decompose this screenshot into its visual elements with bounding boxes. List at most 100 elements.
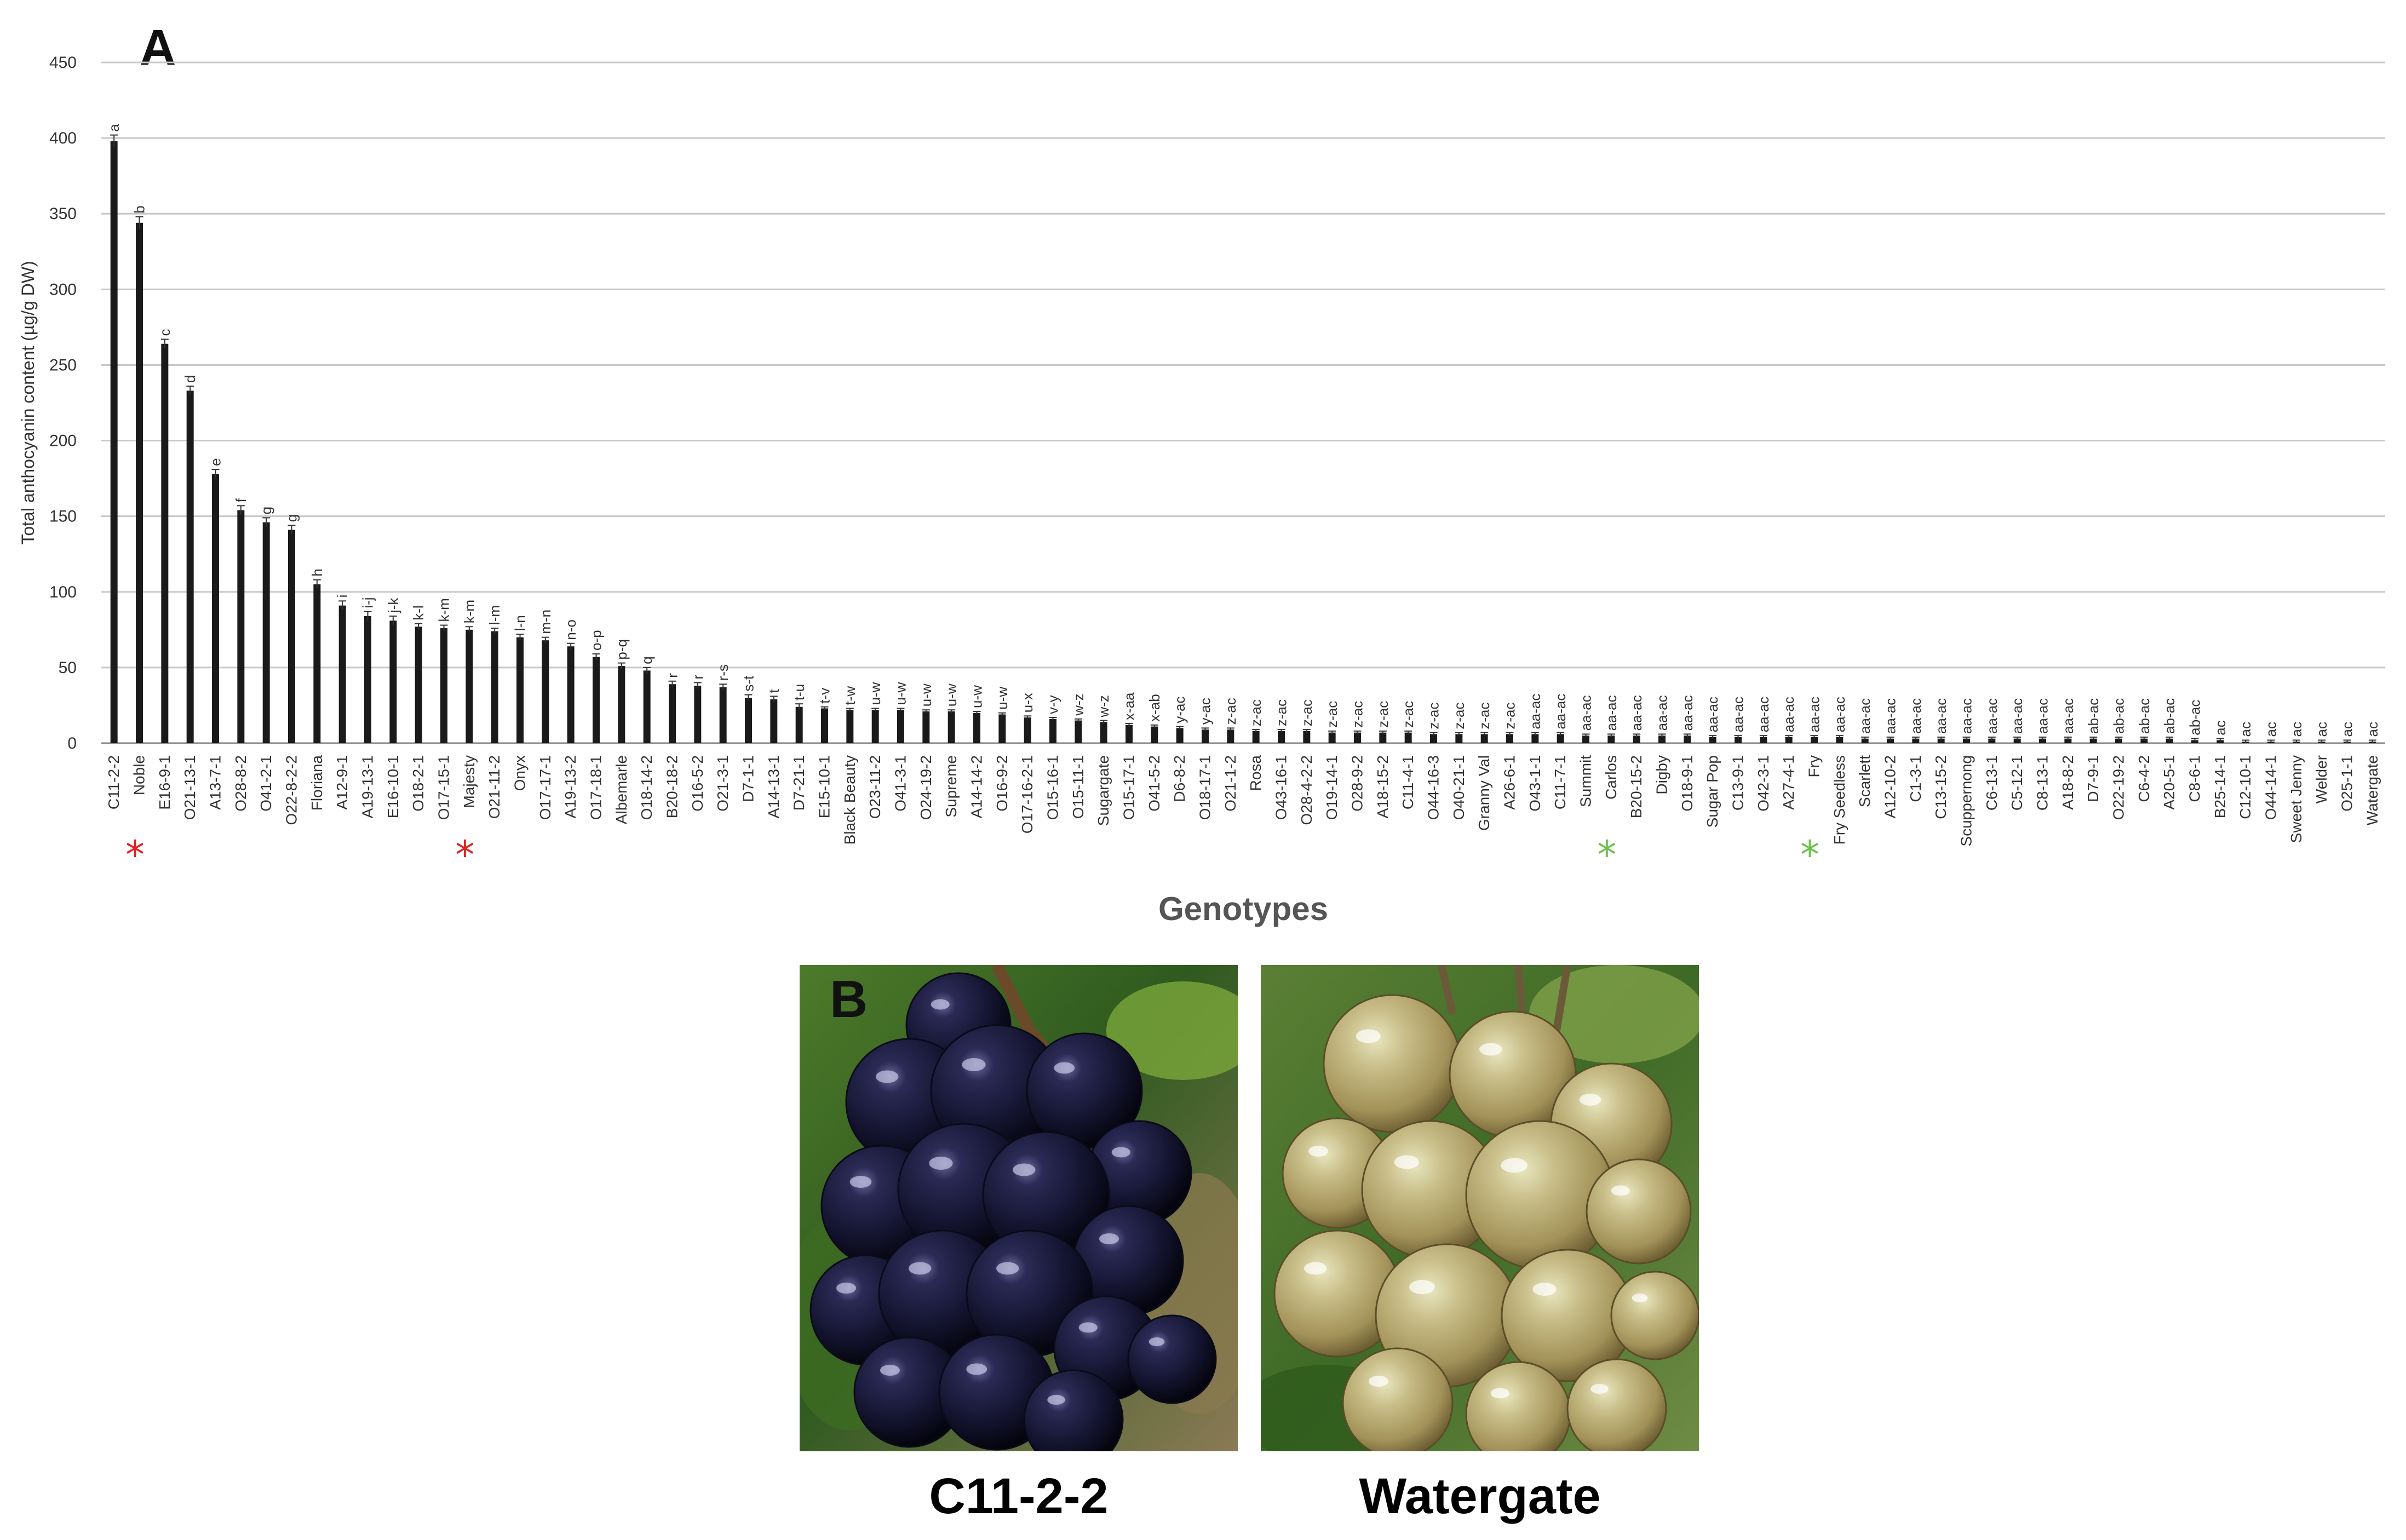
bar bbox=[1480, 734, 1488, 743]
x-category-label: C12-10-1 bbox=[2237, 755, 2254, 819]
significance-letter: u-x bbox=[1019, 693, 1036, 712]
significance-letter: d bbox=[182, 375, 198, 383]
x-category-label: Majesty bbox=[461, 755, 478, 808]
x-category-label: O18-14-2 bbox=[638, 755, 655, 820]
significance-letter: r-s bbox=[715, 664, 731, 681]
bar bbox=[110, 141, 118, 744]
significance-letter: c bbox=[157, 329, 173, 336]
x-category-label: E15-10-1 bbox=[816, 755, 833, 818]
bar bbox=[313, 584, 321, 743]
bar bbox=[1506, 734, 1513, 743]
x-category-label: O28-4-2-2 bbox=[1298, 755, 1315, 825]
bar bbox=[1176, 728, 1184, 743]
x-category-label: O19-14-1 bbox=[1323, 755, 1340, 820]
bar bbox=[871, 710, 879, 743]
significance-letter: o-p bbox=[588, 630, 605, 651]
berry-highlight bbox=[876, 1070, 899, 1083]
dark-berry-caption: C11-2-2 bbox=[929, 1468, 1109, 1524]
bar bbox=[1430, 734, 1437, 743]
significance-letter: i bbox=[334, 595, 351, 598]
y-tick-label: 0 bbox=[67, 734, 77, 752]
x-category-label: O44-16-3 bbox=[1425, 755, 1442, 820]
berry-highlight bbox=[1501, 1158, 1528, 1173]
berry-highlight bbox=[1054, 1062, 1075, 1074]
significance-letter: z-ac bbox=[1299, 699, 1315, 726]
berry-highlight bbox=[1532, 1283, 1557, 1296]
significance-letter: w-z bbox=[1070, 693, 1087, 716]
berry bbox=[1323, 994, 1462, 1133]
bar bbox=[1861, 738, 1869, 743]
berry-highlight bbox=[966, 1363, 987, 1375]
x-category-label: C6-4-2 bbox=[2135, 755, 2152, 802]
significance-letter: aa-ac bbox=[2060, 698, 2076, 734]
bar bbox=[1658, 735, 1666, 743]
x-category-label: C13-15-2 bbox=[1932, 755, 1949, 819]
bar bbox=[212, 474, 219, 743]
bar bbox=[1836, 737, 1844, 743]
significance-letter: ac bbox=[2288, 722, 2305, 737]
bar bbox=[1354, 732, 1361, 743]
bar bbox=[161, 343, 169, 743]
bar bbox=[1202, 729, 1209, 743]
bar bbox=[542, 640, 549, 743]
y-axis-title: Total anthocyanin content (µg/g DW) bbox=[18, 261, 38, 544]
significance-letter: r bbox=[690, 675, 706, 680]
x-category-label: Supreme bbox=[943, 755, 960, 818]
bar bbox=[1582, 735, 1589, 743]
x-category-label: A20-5-1 bbox=[2161, 755, 2178, 810]
significance-letter: ac bbox=[2364, 722, 2381, 737]
bar bbox=[1988, 738, 1996, 743]
significance-letter: z-ac bbox=[1273, 699, 1290, 726]
significance-letter: p-q bbox=[613, 639, 630, 660]
x-category-label: O42-3-1 bbox=[1755, 755, 1772, 812]
bar bbox=[770, 699, 778, 743]
significance-letter: ac bbox=[2339, 722, 2356, 737]
bar bbox=[1100, 722, 1107, 743]
x-category-label: A12-10-2 bbox=[1882, 755, 1899, 818]
significance-letter: x-aa bbox=[1121, 692, 1138, 720]
bar bbox=[491, 631, 498, 743]
x-category-label: Summit bbox=[1577, 755, 1594, 807]
x-axis-title: Genotypes bbox=[1158, 890, 1328, 927]
significance-letter: b bbox=[131, 205, 148, 213]
bar bbox=[1328, 732, 1336, 743]
significance-letter: r bbox=[664, 673, 681, 678]
x-category-label: O25-1-1 bbox=[2339, 755, 2356, 812]
bar bbox=[1126, 725, 1133, 743]
bar bbox=[1811, 737, 1818, 743]
berry-highlight bbox=[1078, 1322, 1098, 1333]
bar bbox=[237, 510, 245, 743]
bar bbox=[364, 616, 371, 743]
x-category-label: Noble bbox=[131, 755, 148, 795]
y-tick-label: 100 bbox=[49, 583, 77, 601]
significance-letter: aa-ac bbox=[1603, 695, 1620, 731]
bar bbox=[516, 637, 524, 743]
x-category-label: A18-8-2 bbox=[2059, 755, 2076, 810]
significance-letter: u-w bbox=[994, 687, 1010, 710]
bar bbox=[998, 714, 1006, 743]
significance-letter: u-w bbox=[918, 683, 934, 706]
x-category-label: O23-11-2 bbox=[866, 755, 883, 819]
bar bbox=[2166, 738, 2173, 743]
berry-photo-panel: B bbox=[0, 958, 2406, 1540]
berry bbox=[1342, 1347, 1454, 1451]
significance-letter: m-n bbox=[537, 610, 554, 634]
light-berry-image bbox=[1261, 965, 1699, 1451]
berry bbox=[1023, 1369, 1124, 1451]
bar bbox=[1735, 737, 1742, 743]
significance-letter: aa-ac bbox=[2035, 698, 2051, 734]
x-category-label: Rosa bbox=[1247, 755, 1264, 791]
bar bbox=[1709, 737, 1716, 743]
significance-letter: s-t bbox=[740, 675, 757, 692]
x-category-label: Fry bbox=[1806, 755, 1823, 777]
significance-letter: aa-ac bbox=[1704, 697, 1721, 732]
bar bbox=[1760, 737, 1767, 743]
significance-letter: z-ac bbox=[1350, 701, 1366, 728]
x-category-label: C13-9-1 bbox=[1730, 755, 1747, 811]
bar bbox=[1049, 719, 1056, 743]
bar bbox=[2115, 738, 2122, 743]
berry-highlight bbox=[836, 1283, 856, 1294]
significance-letter: ab-ac bbox=[2187, 700, 2203, 735]
x-category-label: Watergate bbox=[2364, 755, 2381, 825]
significance-letter: g bbox=[258, 507, 274, 514]
